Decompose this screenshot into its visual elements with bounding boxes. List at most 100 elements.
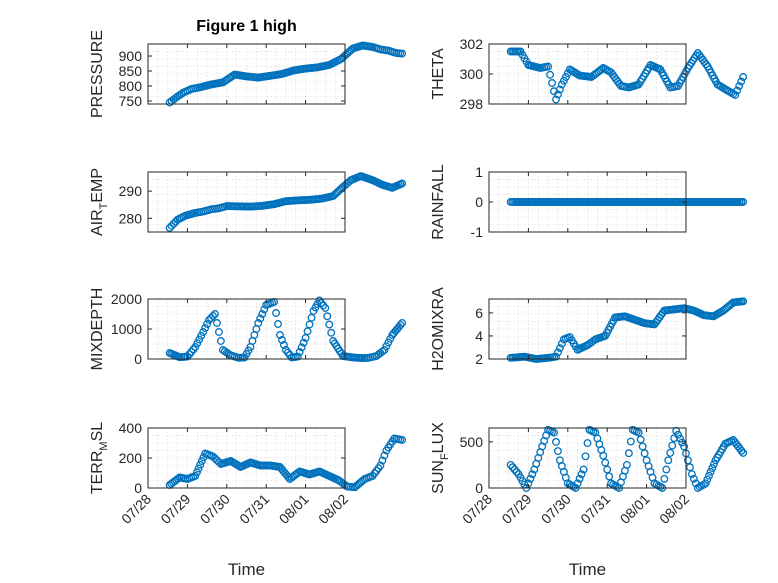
y-tick-label: 800 [119,78,143,94]
subplot-3: -1 0 1 RAINFALL [430,164,748,240]
subplot-4: 0 1000 2000 MIXDEPTH [89,288,407,371]
data-point [640,449,649,458]
data-point [554,447,562,456]
data-point [327,328,336,337]
data-series [506,425,748,492]
data-point [303,327,312,336]
data-point [636,435,645,444]
data-point [552,352,560,361]
y-axis-label: MIXDEPTH [89,288,106,371]
data-point [165,223,174,232]
data-series [165,41,407,107]
data-point [173,92,182,101]
data-point [194,464,203,473]
y-tick-label: 500 [460,434,484,450]
subplot-1: 298 300 302 THETA [430,36,748,112]
data-point [706,467,715,476]
x-tick-label: 08/02 [315,491,351,527]
data-point [189,345,198,354]
data-point [622,460,631,469]
x-tick-label: 07/30 [197,491,233,527]
x-axis-label: Time [228,560,265,579]
y-axis-label: TERRMSL [89,422,110,494]
data-point [561,73,570,81]
data-point [192,468,201,477]
data-point [187,347,196,356]
data-point [526,474,535,483]
data-point [205,316,214,324]
data-point [297,343,306,352]
data-point [199,328,208,336]
data-point [705,471,713,480]
data-point [193,339,202,348]
data-point [638,442,647,451]
data-point [380,346,389,354]
axes-box [488,298,687,360]
y-tick-label: 1000 [111,321,142,337]
data-series [506,297,748,363]
y-tick-label: 6 [475,305,483,321]
data-point [701,479,710,488]
data-point [552,95,560,104]
y-axis-label: RAINFALL [430,164,447,240]
grid [488,299,687,359]
data-point [678,438,687,447]
subplot-7: 0 500 SUNFLUX 07/28 07/29 07/30 07/31 08/01 08/0… [430,422,748,579]
x-tick-label: 07/29 [157,491,193,527]
data-point [256,314,265,323]
y-tick-label: 0 [475,194,483,210]
data-point [605,472,614,481]
x-tick-label: 07/28 [118,491,154,527]
data-point [624,449,633,458]
data-point [195,335,204,344]
data-point [274,320,282,328]
data-point [573,479,582,488]
y-axis-label: AIRTEMP [89,168,110,236]
data-point [325,320,334,329]
data-point [731,91,740,99]
data-point [212,319,221,327]
x-tick-label: 08/01 [276,491,312,527]
data-point [321,304,330,312]
x-tick-label: 07/28 [459,491,495,527]
data-point [211,310,219,318]
x-axis-label: Time [569,560,606,579]
data-point [301,334,310,342]
y-axis-label: PRESSURE [89,30,106,118]
data-point [214,328,223,336]
data-point [662,465,671,474]
data-point [687,470,696,479]
data-point [737,446,746,455]
data-point [278,336,286,344]
data-point [510,465,519,474]
data-point [279,341,288,349]
data-point [216,337,225,345]
data-point [555,344,564,352]
data-point [737,77,746,86]
data-point [733,86,742,95]
y-tick-label: 850 [119,63,143,79]
data-point [708,464,717,472]
data-point [376,461,385,470]
data-point [684,456,692,465]
data-point [552,437,560,446]
data-point [664,456,673,465]
data-point [299,338,308,347]
y-tick-label: 900 [119,48,143,64]
x-tick-label: 08/01 [617,491,653,527]
grid [488,44,687,104]
data-point [272,309,280,317]
data-point [398,436,407,444]
data-point [197,331,206,340]
data-point [666,448,675,457]
data-point [398,179,407,188]
data-point [276,331,284,339]
data-point [557,339,566,348]
y-tick-label: 298 [460,96,484,112]
data-point [660,474,669,483]
y-tick-label: 400 [119,420,143,436]
data-point [546,70,555,79]
y-tick-label: 300 [460,66,484,82]
